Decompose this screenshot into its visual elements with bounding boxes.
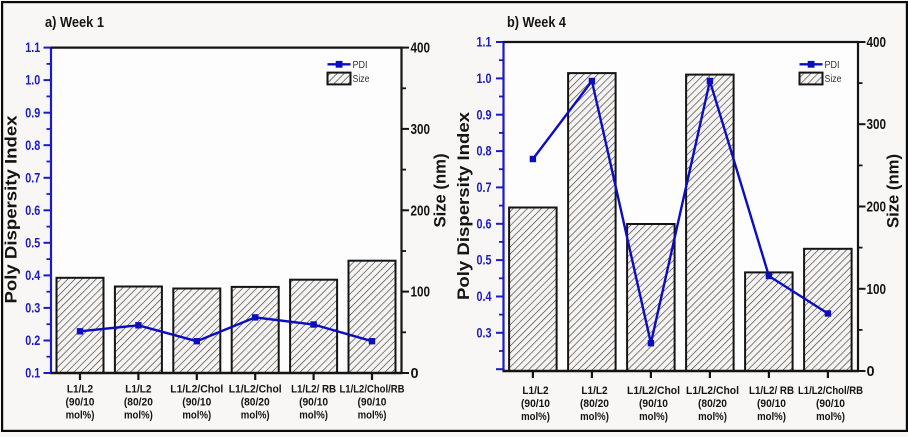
svg-text:mol%): mol%) xyxy=(124,410,153,422)
svg-text:1.1: 1.1 xyxy=(25,39,40,55)
svg-text:(90/10: (90/10 xyxy=(757,398,786,410)
svg-text:a) Week 1: a) Week 1 xyxy=(45,15,104,31)
svg-text:mol%): mol%) xyxy=(521,411,550,423)
svg-text:L1/L2: L1/L2 xyxy=(581,385,607,397)
svg-text:0.7: 0.7 xyxy=(25,169,40,185)
svg-text:PDI: PDI xyxy=(825,60,840,71)
svg-text:0.3: 0.3 xyxy=(25,300,40,316)
svg-text:PDI: PDI xyxy=(353,60,368,71)
svg-text:0.8: 0.8 xyxy=(477,143,492,159)
svg-text:Size (nm): Size (nm) xyxy=(432,154,450,228)
svg-text:300: 300 xyxy=(867,117,887,133)
svg-text:100: 100 xyxy=(867,282,887,298)
svg-text:0.4: 0.4 xyxy=(477,288,492,304)
svg-text:200: 200 xyxy=(867,200,887,216)
svg-text:mol%): mol%) xyxy=(757,411,786,423)
svg-text:0.5: 0.5 xyxy=(25,234,40,250)
svg-text:(80/20: (80/20 xyxy=(124,396,153,408)
svg-text:mol%): mol%) xyxy=(816,411,845,423)
svg-text:0.6: 0.6 xyxy=(477,215,492,231)
svg-text:Poly Dispersity Index: Poly Dispersity Index xyxy=(454,111,473,300)
svg-text:Size (nm): Size (nm) xyxy=(885,154,903,228)
svg-text:0.5: 0.5 xyxy=(477,252,492,268)
svg-text:0.7: 0.7 xyxy=(477,179,492,195)
svg-text:mol%): mol%) xyxy=(698,411,727,423)
svg-text:Size: Size xyxy=(825,74,842,85)
svg-text:L1/L2/Chol: L1/L2/Chol xyxy=(170,384,223,396)
svg-text:0.9: 0.9 xyxy=(25,104,40,120)
svg-text:mol%): mol%) xyxy=(299,410,328,422)
svg-text:mol%): mol%) xyxy=(580,411,609,423)
svg-text:L1/L2/Chol: L1/L2/Chol xyxy=(229,384,282,396)
svg-text:(90/10: (90/10 xyxy=(521,398,550,410)
svg-text:300: 300 xyxy=(411,122,431,138)
svg-text:mol%): mol%) xyxy=(358,410,387,422)
svg-text:Size: Size xyxy=(353,74,370,85)
svg-text:1.1: 1.1 xyxy=(477,34,492,50)
svg-text:(90/10: (90/10 xyxy=(816,398,845,410)
svg-text:1.0: 1.0 xyxy=(25,72,40,88)
svg-text:400: 400 xyxy=(411,41,431,57)
svg-text:0.4: 0.4 xyxy=(25,267,40,283)
svg-text:L1/L2/Chol/RB: L1/L2/Chol/RB xyxy=(798,385,863,397)
svg-text:(80/20: (80/20 xyxy=(580,398,609,410)
svg-text:L1/L2: L1/L2 xyxy=(522,385,548,397)
svg-text:(80/20: (80/20 xyxy=(241,396,270,408)
svg-text:L1/L2/ RB: L1/L2/ RB xyxy=(291,384,336,396)
svg-text:mol%): mol%) xyxy=(182,410,211,422)
svg-text:(90/10: (90/10 xyxy=(66,396,95,408)
svg-text:L1/L2: L1/L2 xyxy=(67,384,93,396)
svg-text:(90/10: (90/10 xyxy=(182,396,211,408)
svg-text:400: 400 xyxy=(867,35,887,51)
svg-text:L1/L2: L1/L2 xyxy=(125,384,151,396)
svg-text:L1/L2/Chol/RB: L1/L2/Chol/RB xyxy=(340,384,405,396)
svg-text:200: 200 xyxy=(411,203,431,219)
svg-text:mol%): mol%) xyxy=(66,410,95,422)
svg-text:0.9: 0.9 xyxy=(477,106,492,122)
svg-text:0: 0 xyxy=(411,366,419,382)
svg-text:0.2: 0.2 xyxy=(25,332,40,348)
svg-text:(90/10: (90/10 xyxy=(299,396,328,408)
svg-text:(90/10: (90/10 xyxy=(358,396,387,408)
svg-text:0.6: 0.6 xyxy=(25,202,40,218)
svg-text:Poly Dispersity Index: Poly Dispersity Index xyxy=(2,115,21,304)
svg-text:(90/10: (90/10 xyxy=(639,398,668,410)
svg-text:L1/L2/Chol: L1/L2/Chol xyxy=(627,385,680,397)
svg-text:L1/L2/ RB: L1/L2/ RB xyxy=(749,385,794,397)
svg-text:b) Week 4: b) Week 4 xyxy=(507,15,566,31)
svg-text:(80/20: (80/20 xyxy=(698,398,727,410)
svg-text:L1/L2/Chol: L1/L2/Chol xyxy=(686,385,739,397)
svg-text:100: 100 xyxy=(411,285,431,301)
svg-text:mol%): mol%) xyxy=(639,411,668,423)
svg-text:0.1: 0.1 xyxy=(25,365,40,381)
svg-text:0.3: 0.3 xyxy=(477,324,492,340)
svg-text:mol%): mol%) xyxy=(241,410,270,422)
svg-text:0.8: 0.8 xyxy=(25,137,40,153)
svg-text:1.0: 1.0 xyxy=(477,70,492,86)
svg-text:0: 0 xyxy=(867,364,875,380)
